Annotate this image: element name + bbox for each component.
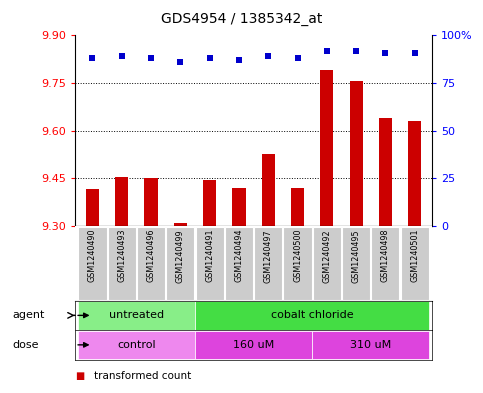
Point [323,48,331,54]
Bar [166,227,194,300]
Point [206,55,213,61]
Bar [115,177,128,226]
Bar [320,70,333,226]
Text: GDS4954 / 1385342_at: GDS4954 / 1385342_at [161,12,322,26]
Bar [291,188,304,226]
Bar [78,331,195,359]
Point [382,50,389,56]
Text: GSM1240492: GSM1240492 [322,229,331,283]
Bar [203,180,216,226]
Bar [312,331,429,359]
Bar [174,223,187,226]
Text: agent: agent [12,310,44,320]
Point [147,55,155,61]
Text: untreated: untreated [109,310,164,320]
Point [411,50,419,56]
Bar [342,227,370,300]
Bar [313,227,341,300]
Text: 160 uM: 160 uM [233,340,274,350]
Bar [86,189,99,226]
Bar [254,227,282,300]
Text: control: control [117,340,156,350]
Bar [78,227,107,300]
Bar [371,227,399,300]
Text: GSM1240500: GSM1240500 [293,229,302,283]
Bar [195,331,312,359]
Bar [137,227,165,300]
Text: GSM1240491: GSM1240491 [205,229,214,283]
Point [235,57,243,63]
Bar [400,227,429,300]
Text: GSM1240498: GSM1240498 [381,229,390,283]
Bar [225,227,253,300]
Text: GSM1240490: GSM1240490 [88,229,97,283]
Text: dose: dose [12,340,39,350]
Point [294,55,301,61]
Text: GSM1240501: GSM1240501 [410,229,419,283]
Point [118,53,126,59]
Bar [408,121,421,226]
Bar [284,227,312,300]
Text: GSM1240495: GSM1240495 [352,229,361,283]
Point [352,48,360,54]
Text: transformed count: transformed count [94,371,191,381]
Point [176,59,184,65]
Bar [196,227,224,300]
Text: ■: ■ [75,371,84,381]
Text: 310 uM: 310 uM [350,340,391,350]
Text: cobalt chloride: cobalt chloride [271,310,354,320]
Bar [262,154,275,226]
Text: GSM1240493: GSM1240493 [117,229,126,283]
Point [264,53,272,59]
Text: GSM1240499: GSM1240499 [176,229,185,283]
Text: GSM1240496: GSM1240496 [146,229,156,283]
Bar [144,178,157,226]
Bar [232,188,245,226]
Bar [108,227,136,300]
Point [88,55,96,61]
Bar [78,301,195,329]
Bar [195,301,429,329]
Text: GSM1240497: GSM1240497 [264,229,273,283]
Bar [379,118,392,226]
Text: GSM1240494: GSM1240494 [234,229,243,283]
Bar [350,81,363,226]
